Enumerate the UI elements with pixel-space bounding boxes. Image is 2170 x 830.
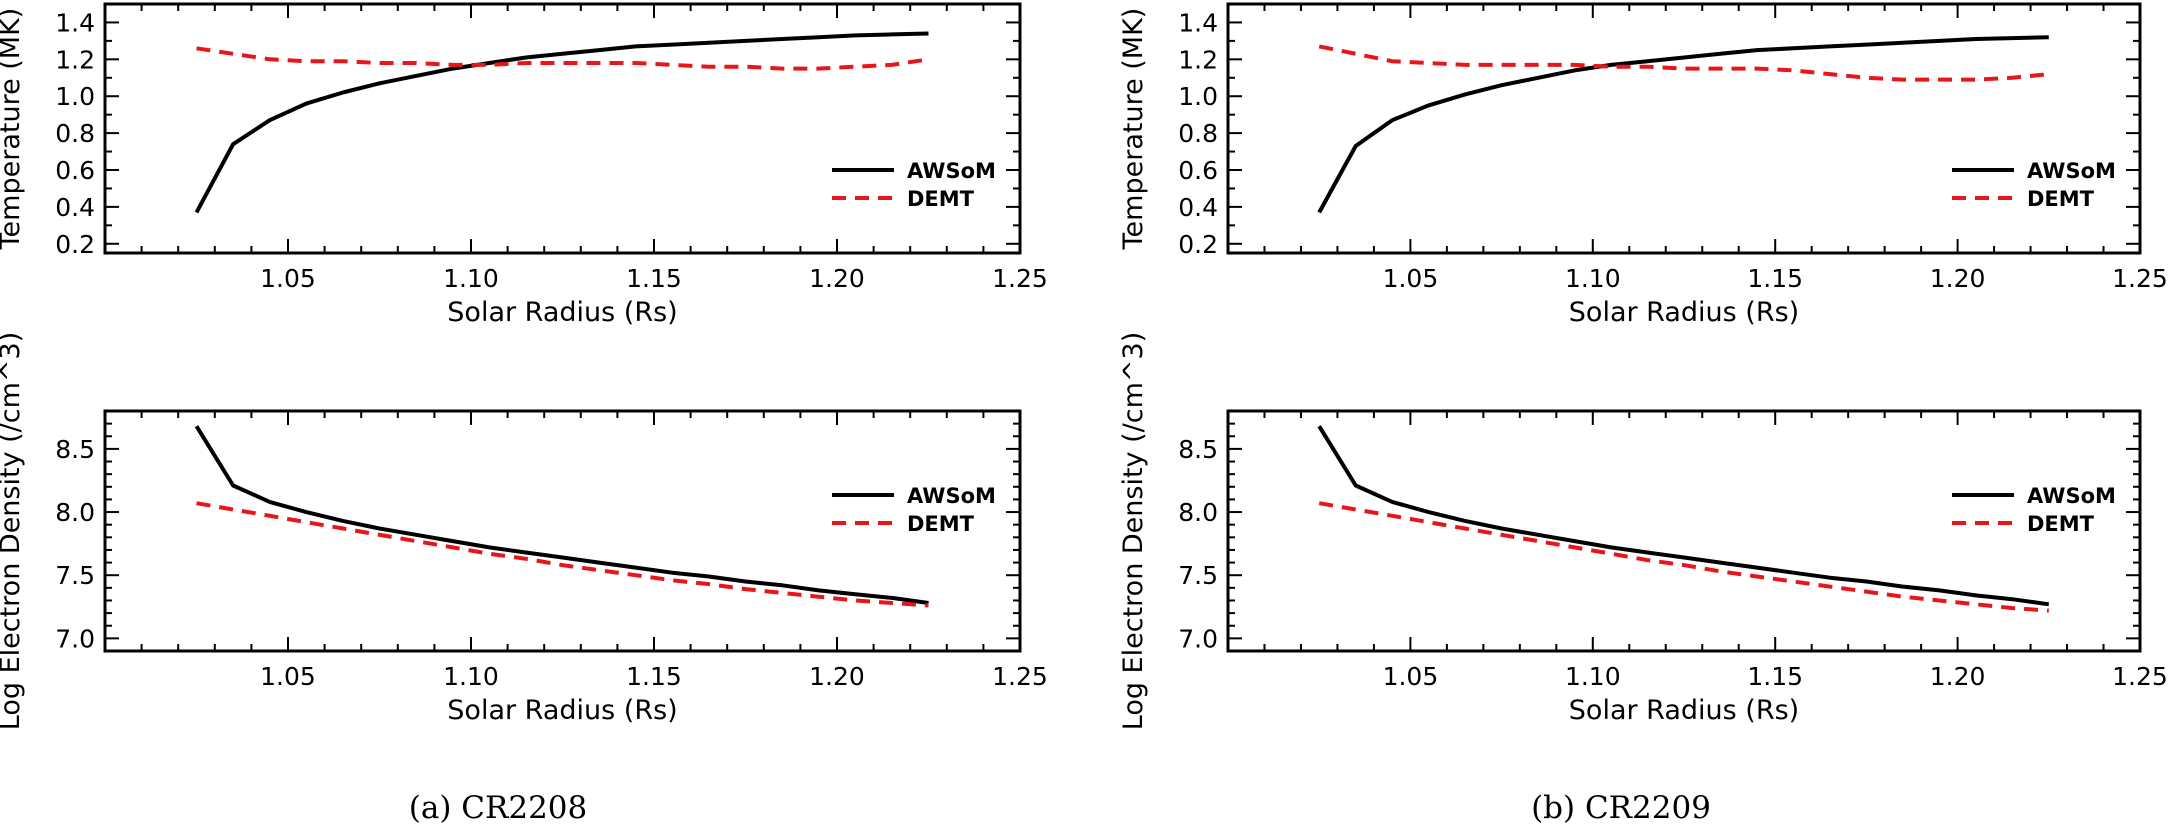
y-tick-label: 7.5: [1178, 561, 1218, 590]
y-tick-label: 1.2: [1178, 45, 1218, 74]
y-tick-label: 0.4: [1178, 193, 1218, 222]
y-tick-label: 7.0: [55, 624, 95, 653]
series-line-awsom: [1317, 425, 2050, 607]
y-tick-label: 8.5: [55, 435, 95, 464]
plot-frame: [103, 2, 1022, 255]
legend-label-demt: DEMT: [2027, 187, 2095, 211]
x-tick-label: 1.15: [626, 662, 682, 691]
legend-label-demt: DEMT: [2027, 512, 2095, 536]
x-tick-label: 1.05: [260, 264, 316, 293]
x-axis-title: Solar Radius (Rs): [1569, 297, 1799, 328]
y-tick-label: 0.6: [1178, 156, 1218, 185]
x-tick-label: 1.20: [809, 264, 865, 293]
chart-panel-4: 1.05 1.10 1.15 1.20 1.25 7.0 7.5 8.0 8.5 Solar Ra…: [1118, 332, 2168, 730]
legend-label-demt: DEMT: [907, 187, 975, 211]
series-line-awsom: [194, 425, 929, 605]
y-tick-label: 1.4: [1178, 8, 1218, 37]
legend-label-awsom: AWSoM: [2027, 484, 2116, 508]
y-tick-label: 8.0: [1178, 498, 1218, 527]
legend-label-awsom: AWSoM: [907, 484, 996, 508]
y-tick-label: 1.0: [1178, 82, 1218, 111]
chart-panel-1: 1.05 1.10 1.15 1.20 1.25 0.2 0.4 0.6 0.8 1.0 1.2 1.…: [0, 2, 1048, 328]
chart-panel-2: 1.05 1.10 1.15 1.20 1.25 7.0 7.5 8.0 8.5 Solar Ra…: [0, 332, 1048, 730]
y-tick-label: 1.4: [55, 8, 95, 37]
x-tick-label: 1.25: [2112, 264, 2168, 293]
y-tick-label: 8.5: [1178, 435, 1218, 464]
x-tick-label: 1.20: [1930, 662, 1986, 691]
series-line-demt: [196, 501, 929, 608]
y-axis-title: Temperature (MK): [0, 8, 26, 251]
x-tick-label: 1.25: [2112, 662, 2168, 691]
x-tick-label: 1.15: [1747, 662, 1803, 691]
y-axis-title: Log Electron Density (/cm^3): [0, 332, 26, 730]
x-axis-title: Solar Radius (Rs): [1569, 695, 1799, 726]
y-tick-label: 0.2: [1178, 230, 1218, 259]
y-tick-label: 0.6: [55, 156, 95, 185]
legend-label-demt: DEMT: [907, 512, 975, 536]
caption-cr2208: (a) CR2208: [408, 790, 588, 826]
y-tick-label: 0.4: [55, 193, 95, 222]
x-tick-label: 1.25: [992, 264, 1048, 293]
chart-panel-3: 1.05 1.10 1.15 1.20 1.25 0.2 0.4 0.6 0.8 1.0 1.2 1.…: [1118, 2, 2168, 328]
y-tick-label: 7.0: [1178, 624, 1218, 653]
x-tick-label: 1.10: [443, 264, 499, 293]
y-tick-label: 1.0: [55, 82, 95, 111]
y-tick-label: 8.0: [55, 498, 95, 527]
y-tick-label: 0.8: [1178, 119, 1218, 148]
caption-cr2209: (b) CR2209: [1531, 790, 1711, 826]
series-line-demt: [1318, 501, 2049, 613]
x-tick-label: 1.05: [1383, 662, 1439, 691]
y-axis-title: Temperature (MK): [1118, 8, 1149, 251]
plot-frame: [103, 409, 1022, 653]
plot-frame: [1226, 2, 2142, 255]
x-tick-label: 1.20: [1930, 264, 1986, 293]
plot-frame: [1226, 409, 2142, 653]
x-tick-label: 1.25: [992, 662, 1048, 691]
x-tick-label: 1.05: [1383, 264, 1439, 293]
y-tick-label: 1.2: [55, 45, 95, 74]
series-line-awsom: [194, 31, 929, 214]
x-tick-label: 1.20: [809, 662, 865, 691]
x-axis-title: Solar Radius (Rs): [447, 695, 677, 726]
y-tick-label: 7.5: [55, 561, 95, 590]
series-line-demt: [196, 46, 929, 71]
series-line-demt: [1318, 44, 2050, 82]
y-tick-label: 0.2: [55, 230, 95, 259]
legend-label-awsom: AWSoM: [2027, 159, 2116, 183]
x-tick-label: 1.10: [1565, 662, 1621, 691]
x-tick-label: 1.15: [626, 264, 682, 293]
x-tick-label: 1.10: [443, 662, 499, 691]
x-tick-label: 1.10: [1565, 264, 1621, 293]
y-axis-title: Log Electron Density (/cm^3): [1118, 332, 1149, 730]
x-tick-label: 1.05: [260, 662, 316, 691]
x-tick-label: 1.15: [1747, 264, 1803, 293]
y-tick-label: 0.8: [55, 119, 95, 148]
series-line-awsom: [1317, 35, 2049, 214]
legend-label-awsom: AWSoM: [907, 159, 996, 183]
x-axis-title: Solar Radius (Rs): [447, 297, 677, 328]
